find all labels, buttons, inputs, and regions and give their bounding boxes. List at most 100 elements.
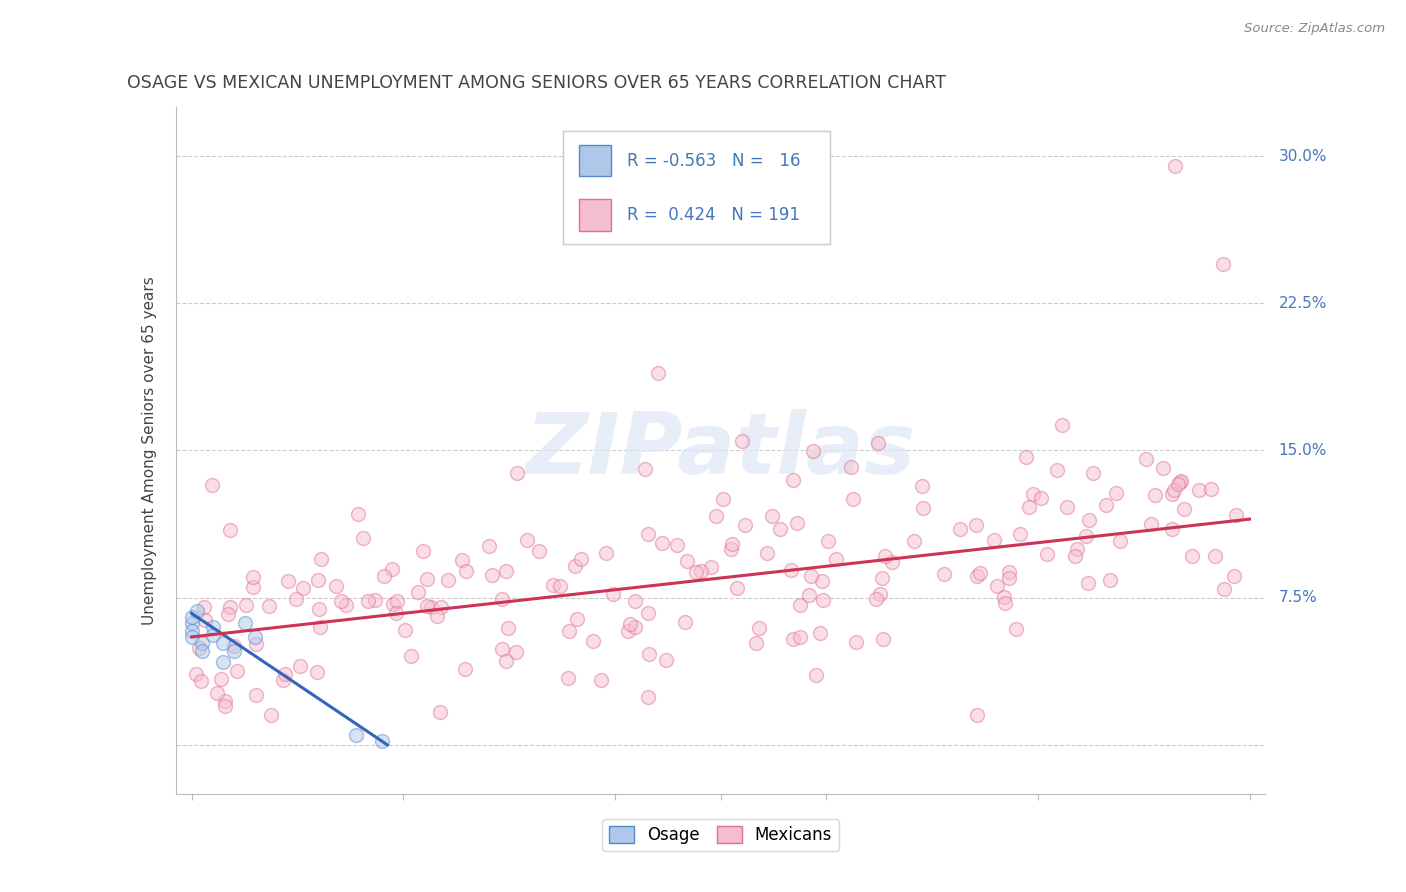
Point	[969, 566, 991, 581]
Point	[782, 632, 804, 647]
Point	[1015, 450, 1038, 464]
Point	[673, 615, 696, 629]
Point	[685, 566, 707, 580]
Point	[1222, 569, 1244, 583]
Point	[1004, 622, 1026, 636]
Point	[1095, 498, 1118, 512]
Point	[191, 636, 214, 650]
Point	[801, 444, 824, 458]
Point	[1008, 526, 1031, 541]
Point	[1050, 418, 1073, 433]
Point	[330, 594, 353, 608]
Point	[744, 636, 766, 650]
Text: 22.5%: 22.5%	[1278, 296, 1327, 310]
Text: 30.0%: 30.0%	[1278, 149, 1327, 163]
Point	[184, 666, 207, 681]
Point	[415, 599, 437, 614]
Point	[845, 634, 868, 648]
Point	[623, 620, 645, 634]
Point	[191, 643, 214, 657]
Point	[589, 673, 612, 687]
Point	[257, 599, 280, 613]
Point	[911, 500, 934, 515]
Point	[1225, 508, 1247, 523]
Point	[481, 568, 503, 582]
Point	[271, 673, 294, 688]
Point	[761, 508, 783, 523]
Point	[808, 625, 831, 640]
Point	[385, 607, 408, 621]
Point	[706, 509, 728, 524]
Point	[1199, 482, 1222, 496]
Point	[569, 551, 592, 566]
Point	[983, 533, 1005, 548]
Point	[734, 517, 756, 532]
Point	[690, 564, 713, 578]
Point	[811, 592, 834, 607]
Point	[307, 573, 329, 587]
Point	[1181, 549, 1204, 564]
Point	[789, 630, 811, 644]
Point	[1173, 501, 1195, 516]
Point	[527, 544, 550, 558]
Point	[1108, 533, 1130, 548]
Point	[245, 688, 267, 702]
Point	[214, 698, 236, 713]
Point	[491, 591, 513, 606]
Point	[638, 648, 661, 662]
Point	[401, 648, 423, 663]
Point	[634, 461, 657, 475]
Point	[637, 690, 659, 705]
Point	[721, 537, 744, 551]
Point	[506, 467, 529, 481]
Point	[290, 659, 312, 673]
Point	[720, 542, 742, 557]
Point	[565, 611, 588, 625]
Point	[491, 641, 513, 656]
Point	[789, 598, 811, 612]
Point	[1163, 483, 1185, 497]
Point	[450, 553, 472, 567]
Point	[839, 459, 862, 474]
Point	[986, 579, 1008, 593]
Point	[1035, 547, 1057, 561]
Point	[1078, 513, 1101, 527]
Text: ZIPatlas: ZIPatlas	[526, 409, 915, 492]
Point	[647, 367, 669, 381]
Point	[426, 608, 449, 623]
Point	[994, 596, 1017, 610]
Point	[655, 653, 678, 667]
Point	[755, 546, 778, 560]
Point	[242, 580, 264, 594]
Point	[277, 574, 299, 588]
Point	[454, 662, 477, 676]
Point	[880, 555, 903, 569]
Point	[700, 560, 723, 574]
Point	[966, 569, 988, 583]
Point	[209, 672, 232, 686]
Point	[616, 624, 638, 638]
Point	[222, 639, 245, 653]
Point	[769, 522, 792, 536]
Point	[429, 705, 451, 719]
Point	[804, 667, 827, 681]
Point	[1144, 488, 1167, 502]
Point	[416, 572, 439, 586]
Point	[1099, 573, 1122, 587]
Legend: Osage, Mexicans: Osage, Mexicans	[602, 819, 839, 851]
Point	[212, 656, 235, 670]
Point	[875, 549, 897, 563]
Point	[430, 599, 453, 614]
Y-axis label: Unemployment Among Seniors over 65 years: Unemployment Among Seniors over 65 years	[142, 277, 157, 624]
Point	[214, 694, 236, 708]
Point	[949, 522, 972, 536]
Point	[1063, 549, 1085, 563]
Point	[219, 523, 242, 537]
Point	[212, 636, 235, 650]
Point	[1188, 483, 1211, 498]
Point	[516, 533, 538, 547]
Point	[1164, 159, 1187, 173]
Point	[1168, 475, 1191, 490]
Point	[201, 478, 224, 492]
Point	[309, 551, 332, 566]
